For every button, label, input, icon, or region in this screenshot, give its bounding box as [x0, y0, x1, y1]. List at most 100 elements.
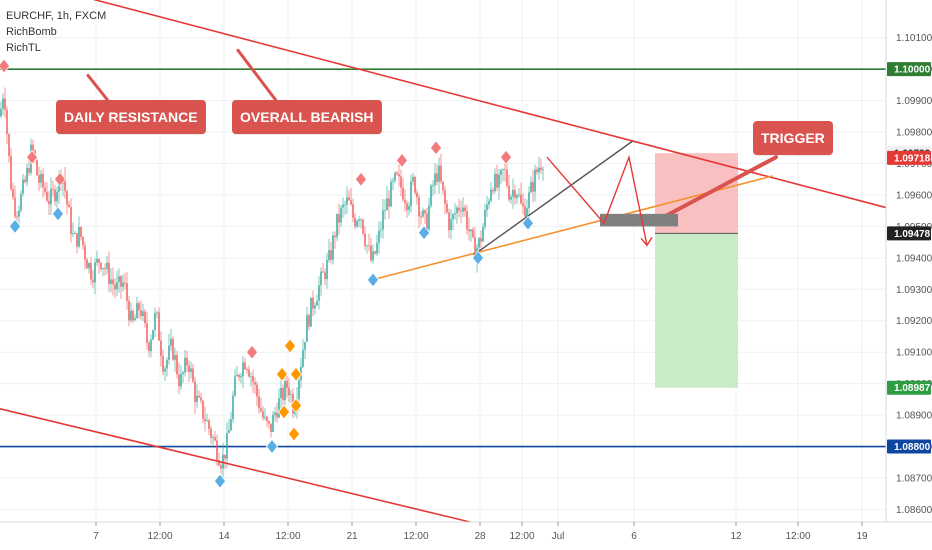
candle-body	[92, 279, 94, 283]
candle-body	[282, 388, 284, 401]
candle-body	[530, 181, 532, 193]
candle-body	[246, 369, 248, 370]
daily-resistance-label[interactable]: DAILY RESISTANCE	[56, 100, 206, 134]
candle-body	[78, 226, 80, 247]
price-tick-label: 1.09300	[896, 285, 932, 296]
candle-body	[372, 251, 374, 261]
candle-body	[176, 355, 178, 375]
candle-body	[68, 204, 70, 208]
candle-body	[406, 203, 408, 211]
price-tick-label: 1.09800	[896, 128, 932, 139]
candle-body	[170, 338, 172, 346]
candle-body	[348, 197, 350, 201]
candle-body	[186, 357, 188, 366]
candle-body	[392, 180, 394, 182]
trigger-label[interactable]: TRIGGER	[753, 121, 833, 155]
candle-body	[446, 203, 448, 213]
candle-body	[336, 213, 338, 238]
candle-body	[324, 272, 326, 280]
candle-body	[102, 268, 104, 270]
lower-channel-line	[0, 407, 471, 523]
candle-body	[158, 312, 160, 341]
candle-body	[318, 285, 320, 301]
candle-body	[506, 170, 508, 186]
candle-body	[468, 229, 470, 232]
top-signal-marker	[499, 149, 513, 165]
price-tag-bg	[887, 226, 931, 241]
candle-body	[504, 169, 506, 171]
top-signal-marker	[53, 171, 67, 187]
candle-body	[76, 233, 78, 247]
candle-body	[184, 357, 186, 373]
candle-body	[174, 355, 176, 360]
candle-body	[438, 165, 440, 182]
candle-body	[250, 376, 252, 377]
candle-body	[188, 365, 190, 372]
candle-body	[132, 310, 134, 321]
horizontal-levels[interactable]	[0, 68, 886, 448]
candle-body	[276, 412, 278, 418]
candle-body	[210, 429, 212, 438]
candle-body	[230, 419, 232, 431]
price-tag-bg	[887, 439, 931, 454]
candle-body	[532, 181, 534, 192]
candle-body	[166, 359, 168, 369]
candle-body	[268, 421, 270, 424]
candle-body	[364, 233, 366, 246]
candle-body	[306, 315, 308, 342]
candle-body	[164, 368, 166, 372]
candle-body	[376, 242, 378, 254]
candle-body	[104, 268, 106, 270]
time-tick-label: 21	[346, 531, 358, 542]
candle-body	[518, 194, 520, 196]
candle-body	[232, 395, 234, 420]
candle-body	[516, 195, 518, 198]
candle-body	[312, 297, 314, 309]
trendlines[interactable]	[0, 0, 887, 523]
candle-body	[460, 210, 462, 212]
top-signal-marker	[395, 152, 409, 169]
bottom-signal-marker	[521, 215, 535, 231]
overall-bearish-label[interactable]: OVERALL BEARISH	[232, 100, 382, 134]
price-tag-label: 1.09478	[894, 229, 931, 240]
candle-body	[46, 191, 48, 201]
candle-body	[14, 197, 16, 217]
candle-body	[56, 191, 58, 202]
candle-body	[140, 310, 142, 317]
candle-body	[390, 181, 392, 207]
candle-body	[510, 196, 512, 200]
candle-body	[456, 207, 458, 214]
candle-body	[0, 108, 2, 117]
candle-body	[316, 300, 318, 306]
candle-body	[416, 192, 418, 198]
candle-body	[326, 260, 328, 280]
candle-body	[220, 465, 222, 469]
price-axis[interactable]: 1.086001.087001.088001.089001.090001.091…	[885, 0, 932, 550]
candle-body	[178, 374, 180, 387]
candle-body	[206, 420, 208, 422]
top-signal-marker	[25, 149, 39, 165]
candle-body	[44, 187, 46, 192]
candle-body	[360, 219, 362, 221]
candle-body	[16, 216, 18, 218]
candle-body	[534, 169, 536, 192]
short-position-tool[interactable]	[655, 153, 738, 388]
candle-body	[146, 323, 148, 343]
candle-body	[540, 167, 542, 170]
time-axis[interactable]: 7 12:00 14 12:00 21 12:00 28 12:00 Jul 6 12 12:00 19	[0, 521, 932, 550]
candle-body	[262, 411, 264, 418]
candle-body	[374, 251, 376, 254]
indicator-richtl[interactable]: RichTL	[6, 42, 41, 54]
candle-body	[194, 381, 196, 403]
candle-body	[244, 362, 246, 370]
candle-body	[216, 440, 218, 461]
upper-channel-line	[92, 0, 887, 209]
candle-body	[82, 237, 84, 246]
time-tick-label: 12:00	[403, 531, 428, 542]
candle-body	[112, 279, 114, 285]
candle-body	[98, 258, 100, 263]
candle-body	[538, 167, 540, 173]
candle-body	[162, 356, 164, 372]
indicator-richbomb[interactable]: RichBomb	[6, 26, 57, 38]
